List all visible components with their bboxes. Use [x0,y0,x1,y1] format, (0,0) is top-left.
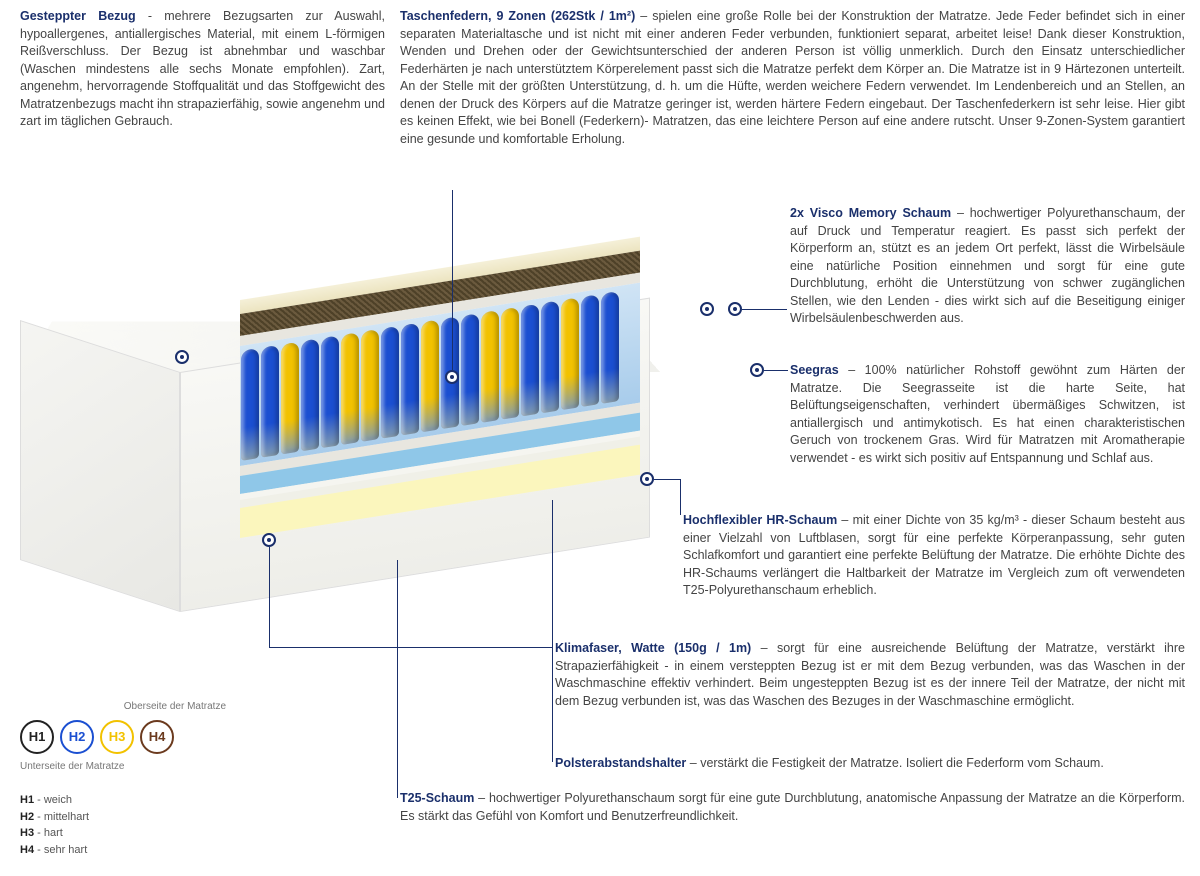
line-seegras [764,370,788,371]
mattress-diagram [20,190,720,620]
text-bezug: - mehrere Bezugsarten zur Auswahl, hypoa… [20,9,385,128]
text-federn: – spielen eine große Rolle bei der Konst… [400,9,1185,146]
spring [461,313,479,426]
marker-klima [262,533,276,547]
section-polster: Polsterabstandshalter – verstärkt die Fe… [555,755,1185,773]
case-left-face [20,320,180,612]
hardness-circle-h4: H4 [140,720,174,754]
line-polster [552,500,553,762]
spring [321,335,339,448]
legend-circles: H1H2H3H4 [20,720,240,754]
title-polster: Polsterabstandshalter [555,756,686,770]
spring [421,319,439,432]
title-t25: T25-Schaum [400,791,474,805]
spring [281,342,299,455]
spring [521,304,539,417]
title-federn: Taschenfedern, 9 Zonen (262Stk / 1m²) [400,9,635,23]
text-polster: – verstärkt die Festigkeit der Matratze.… [686,756,1104,770]
hardness-def-h3: H3 - hart [20,825,240,842]
title-seegras: Seegras [790,363,839,377]
text-t25: – hochwertiger Polyurethanschaum sorgt f… [400,791,1185,823]
marker-bezug [175,350,189,364]
hardness-def-h4: H4 - sehr hart [20,842,240,859]
section-federn: Taschenfedern, 9 Zonen (262Stk / 1m²) – … [400,8,1185,148]
line-klima-v [269,547,270,647]
spring [361,329,379,442]
spring [601,291,619,404]
section-klima: Klimafaser, Watte (150g / 1m) – sorgt fü… [555,640,1185,710]
marker-visco-2 [728,302,742,316]
spring [241,348,259,461]
spring [581,294,599,407]
spring [341,332,359,445]
section-t25: T25-Schaum – hochwertiger Polyurethansch… [400,790,1185,825]
legend-top-label: Oberseite der Matratze [20,700,240,714]
marker-hr [640,472,654,486]
title-klima: Klimafaser, Watte (150g / 1m) [555,641,751,655]
marker-visco-1 [700,302,714,316]
hardness-def-h2: H2 - mittelhart [20,809,240,826]
text-seegras: – 100% natürlicher Rohstoff gewöhnt zum … [790,363,1185,465]
marker-federn [445,370,459,384]
line-klima-h [269,647,552,648]
section-bezug: Gesteppter Bezug - mehrere Bezugsarten z… [20,8,385,131]
section-visco: 2x Visco Memory Schaum – hochwertiger Po… [790,205,1185,328]
line-hr-v [680,479,681,515]
title-bezug: Gesteppter Bezug [20,9,136,23]
line-federn [452,190,453,370]
line-hr-h [654,479,680,480]
spring [541,300,559,413]
section-hr: Hochflexibler HR-Schaum – mit einer Dich… [683,512,1185,600]
legend-definitions: H1 - weichH2 - mittelhartH3 - hartH4 - s… [20,792,240,858]
spring [301,338,319,451]
spring [561,297,579,410]
spring [381,326,399,439]
hardness-legend: Oberseite der Matratze H1H2H3H4 Untersei… [20,700,240,858]
spring [501,307,519,420]
text-visco: – hochwertiger Polyurethanschaum, der au… [790,206,1185,325]
mattress-body [20,320,660,600]
line-visco [742,309,787,310]
legend-bottom-label: Unterseite der Matratze [20,760,240,774]
line-t25 [397,560,398,798]
marker-seegras [750,363,764,377]
hardness-circle-h3: H3 [100,720,134,754]
hardness-def-h1: H1 - weich [20,792,240,809]
spring [481,310,499,423]
section-seegras: Seegras – 100% natürlicher Rohstoff gewö… [790,362,1185,467]
spring [261,345,279,458]
hardness-circle-h1: H1 [20,720,54,754]
title-visco: 2x Visco Memory Schaum [790,206,951,220]
spring [401,323,419,436]
hardness-circle-h2: H2 [60,720,94,754]
